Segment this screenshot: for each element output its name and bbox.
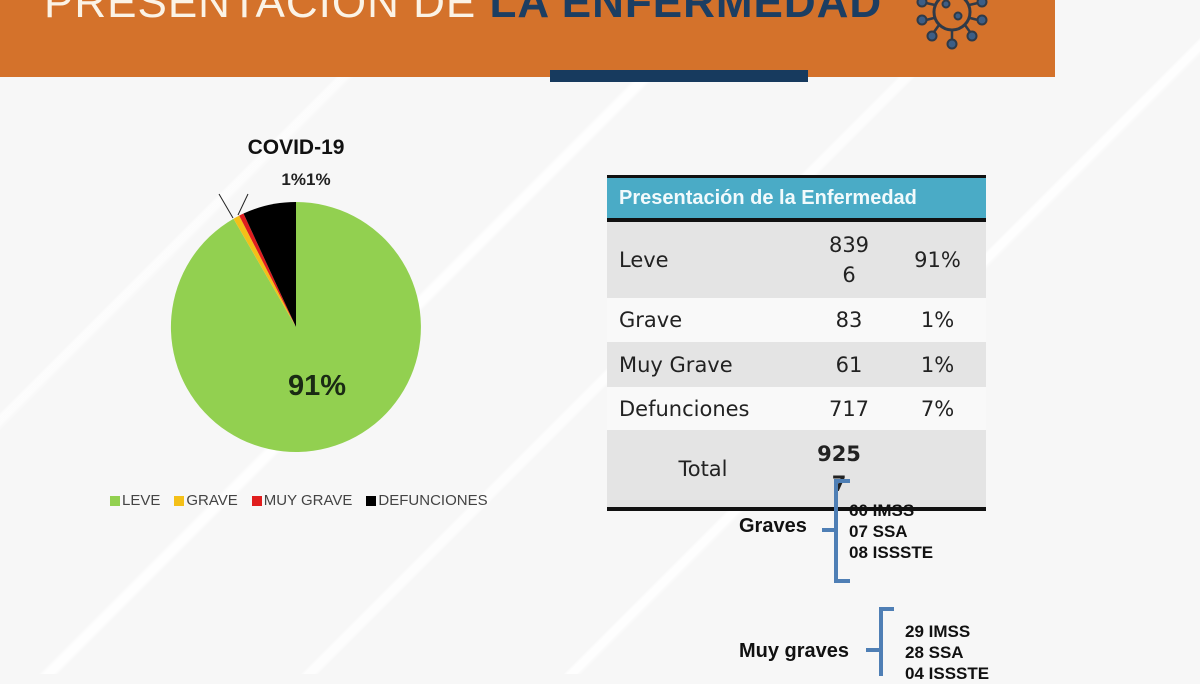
legend-label: DEFUNCIONES (378, 492, 488, 509)
chart-title: COVID-19 (247, 136, 345, 159)
legend-label: MUY GRAVE (263, 492, 353, 509)
legend-item-defunciones: DEFUNCIONES (366, 492, 488, 509)
row-count: 61 (835, 352, 863, 377)
row-label: Grave (619, 308, 683, 332)
legend-swatch (251, 495, 262, 506)
pie-slice-defunciones (243, 201, 296, 327)
row-label: Leve (619, 248, 669, 272)
row-count: 839 6 (809, 230, 889, 290)
row-percent: 7% (920, 396, 955, 421)
row-label: Muy Grave (619, 352, 733, 377)
row-count-line2: 6 (842, 263, 856, 287)
muy-graves-brace-icon (866, 607, 894, 676)
row-count: 83 (835, 308, 863, 332)
row-percent: 1% (920, 352, 955, 377)
legend-label: LEVE (122, 492, 161, 509)
muy-graves-list: 29 IMSS 28 SSA 04 ISSSTE (905, 621, 989, 684)
table-row-total: Total 925 7 (607, 430, 986, 511)
graves-brace-icon (822, 479, 850, 583)
page-title: PRESENTACIÓN DE LA ENFERMEDAD (44, 0, 882, 28)
legend-swatch (110, 495, 120, 506)
graves-item: 60 IMSS (849, 501, 915, 520)
total-count-line1: 925 (817, 441, 861, 466)
total-label: Total (678, 456, 728, 481)
muy-graves-label: Muy graves (739, 640, 850, 662)
pie-slice-muy-grave (239, 213, 296, 327)
small-slice-labels: 1%1% (281, 170, 331, 189)
pie-chart (170, 193, 421, 452)
muy-graves-item: 28 SSA (905, 643, 964, 662)
graves-item: 08 ISSSTE (849, 543, 934, 562)
row-label: Defunciones (619, 396, 750, 421)
legend-item-grave: GRAVE (174, 492, 238, 509)
legend-item-muy-grave: MUY GRAVE (251, 492, 353, 509)
legend-swatch (366, 495, 377, 506)
virus-icon (916, 0, 988, 50)
graves-label: Graves (739, 515, 807, 537)
row-count: 717 (828, 396, 870, 421)
table-title: Presentación de la Enfermedad (607, 175, 986, 222)
chart-legend: LEVE GRAVE MUY GRAVE DEFUNCIONES (110, 492, 488, 509)
page-title-bold: LA ENFERMEDAD (489, 0, 883, 27)
graves-list: 60 IMSS 07 SSA 08 ISSSTE (849, 500, 933, 563)
leader-line (218, 193, 234, 219)
row-percent: 1% (920, 308, 955, 332)
pie-slice-grave (233, 215, 296, 327)
muy-graves-item: 29 IMSS (905, 622, 971, 641)
table-row-leve: Leve 839 6 91% (607, 222, 986, 298)
leader-line (237, 193, 249, 216)
table-row-muy-grave: Muy Grave 61 1% (607, 342, 986, 387)
legend-swatch (174, 495, 185, 506)
disease-table: Presentación de la Enfermedad Leve 839 6… (607, 175, 986, 511)
graves-item: 07 SSA (849, 522, 908, 541)
row-percent: 91% (914, 248, 961, 272)
title-underline (550, 70, 808, 82)
table-row-grave: Grave 83 1% (607, 298, 986, 342)
table-row-defunciones: Defunciones 717 7% (607, 387, 986, 430)
legend-item-leve: LEVE (110, 492, 160, 509)
pie-slice-leve (170, 202, 421, 452)
row-count-line1: 839 (828, 233, 870, 257)
leve-percent-label: 91% (287, 370, 347, 402)
page-title-light: PRESENTACIÓN DE (44, 0, 490, 27)
legend-label: GRAVE (186, 492, 238, 509)
header-banner: PRESENTACIÓN DE LA ENFERMEDAD (0, 0, 1055, 77)
